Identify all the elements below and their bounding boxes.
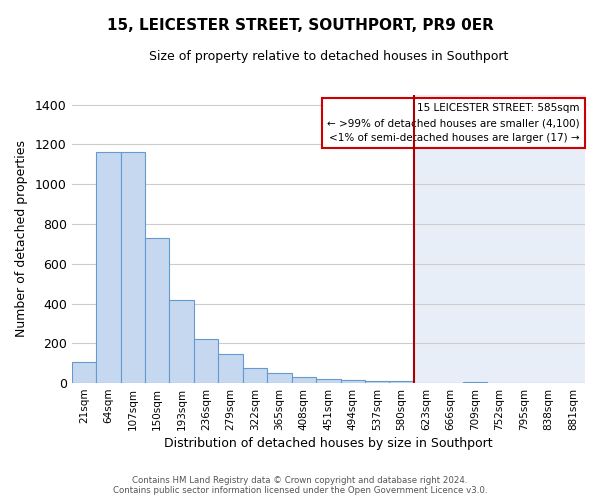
Bar (267, 373, 292, 383)
Bar (96, 152, 121, 383)
Bar (292, 376, 316, 383)
Bar (414, 94, 585, 383)
Text: 15 LEICESTER STREET: 585sqm
← >99% of detached houses are smaller (4,100)
<1% of: 15 LEICESTER STREET: 585sqm ← >99% of de… (327, 104, 580, 143)
Bar (365, 382, 389, 383)
Bar (194, 340, 218, 383)
X-axis label: Distribution of detached houses by size in Southport: Distribution of detached houses by size … (164, 437, 493, 450)
Bar (463, 382, 487, 383)
Bar (169, 300, 194, 383)
Bar (341, 380, 365, 383)
Bar (389, 382, 414, 383)
Text: Contains HM Land Registry data © Crown copyright and database right 2024.
Contai: Contains HM Land Registry data © Crown c… (113, 476, 487, 495)
Bar (316, 380, 341, 383)
Bar (218, 354, 243, 383)
Bar (145, 238, 169, 383)
Y-axis label: Number of detached properties: Number of detached properties (15, 140, 28, 338)
Bar (71, 362, 96, 383)
Bar (121, 152, 145, 383)
Title: Size of property relative to detached houses in Southport: Size of property relative to detached ho… (149, 50, 508, 63)
Bar (243, 368, 267, 383)
Text: 15, LEICESTER STREET, SOUTHPORT, PR9 0ER: 15, LEICESTER STREET, SOUTHPORT, PR9 0ER (107, 18, 493, 32)
